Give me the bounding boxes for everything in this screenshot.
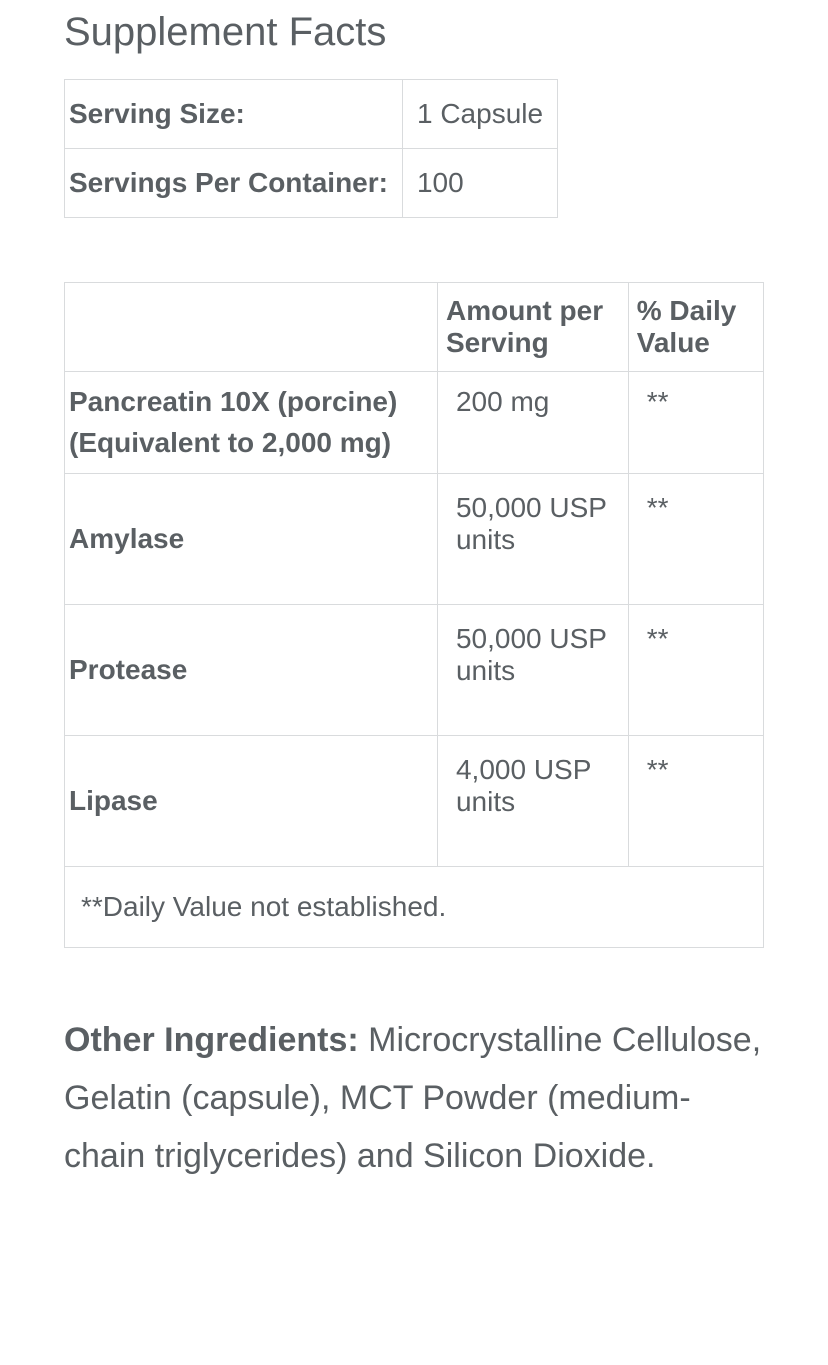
ingredient-name: Amylase: [65, 474, 438, 605]
ingredient-amount: 50,000 USP units: [437, 605, 628, 736]
serving-size-row: Serving Size: 1 Capsule: [65, 80, 558, 149]
ingredient-name: Protease: [65, 605, 438, 736]
facts-row: Pancreatin 10X (porcine) (Equivalent to …: [65, 372, 764, 474]
facts-row: Amylase 50,000 USP units **: [65, 474, 764, 605]
ingredient-name: Pancreatin 10X (porcine) (Equivalent to …: [65, 372, 438, 474]
ingredient-amount: 200 mg: [437, 372, 628, 474]
ingredient-dv: **: [628, 605, 763, 736]
serving-table: Serving Size: 1 Capsule Servings Per Con…: [64, 79, 558, 218]
servings-per-container-row: Servings Per Container: 100: [65, 149, 558, 218]
facts-row: Protease 50,000 USP units **: [65, 605, 764, 736]
facts-header-empty: [65, 283, 438, 372]
facts-footnote: **Daily Value not established.: [65, 867, 764, 948]
ingredient-dv: **: [628, 474, 763, 605]
facts-row: Lipase 4,000 USP units **: [65, 736, 764, 867]
ingredient-dv: **: [628, 736, 763, 867]
serving-size-label: Serving Size:: [65, 80, 403, 149]
serving-size-value: 1 Capsule: [402, 80, 557, 149]
facts-header-amount: Amount per Serving: [437, 283, 628, 372]
supplement-facts-title: Supplement Facts: [64, 10, 764, 55]
facts-footnote-row: **Daily Value not established.: [65, 867, 764, 948]
servings-per-container-label: Servings Per Container:: [65, 149, 403, 218]
ingredient-amount: 4,000 USP units: [437, 736, 628, 867]
ingredient-name: Lipase: [65, 736, 438, 867]
ingredient-dv: **: [628, 372, 763, 474]
ingredient-amount: 50,000 USP units: [437, 474, 628, 605]
other-ingredients: Other Ingredients: Microcrystalline Cell…: [64, 1012, 764, 1185]
facts-header-dv: % Daily Value: [628, 283, 763, 372]
other-ingredients-label: Other Ingredients:: [64, 1021, 368, 1059]
servings-per-container-value: 100: [402, 149, 557, 218]
facts-header-row: Amount per Serving % Daily Value: [65, 283, 764, 372]
facts-table: Amount per Serving % Daily Value Pancrea…: [64, 282, 764, 948]
